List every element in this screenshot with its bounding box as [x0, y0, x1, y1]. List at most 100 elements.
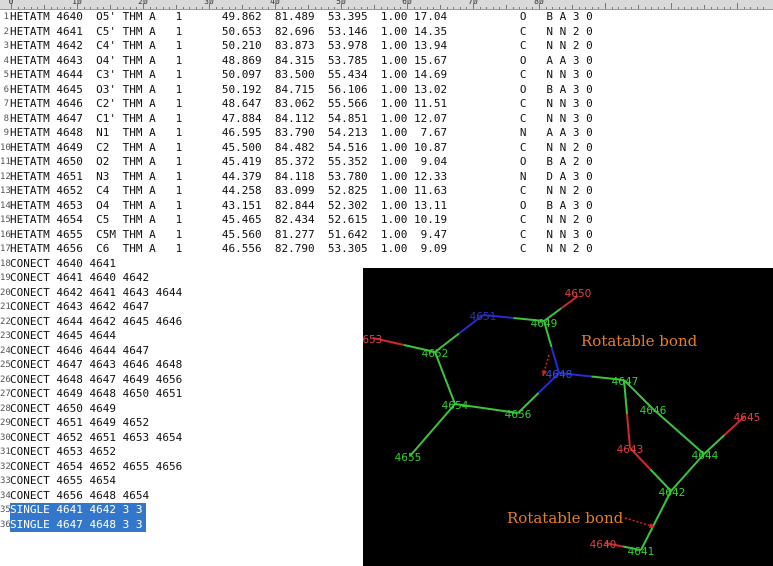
line-text[interactable]: HETATM 4656 C6 THM A 1 46.556 82.790 53.… [10, 242, 593, 255]
ruler-tick [420, 7, 422, 9]
text-line[interactable]: 24 CONECT 4646 4644 4647 [0, 344, 773, 359]
ruler-tick [195, 7, 197, 9]
text-line[interactable]: 30 CONECT 4652 4651 4653 4654 [0, 431, 773, 446]
ruler-tick [710, 7, 712, 9]
text-line[interactable]: 27 CONECT 4649 4648 4650 4651 [0, 387, 773, 402]
ruler-tick [605, 3, 606, 9]
line-text[interactable]: HETATM 4649 C2 THM A 1 45.500 84.482 54.… [10, 140, 593, 154]
line-text[interactable]: CONECT 4649 4648 4650 4651 [10, 387, 183, 400]
ruler-label: 20 [138, 0, 148, 6]
text-line[interactable]: 32 CONECT 4654 4652 4655 4656 [0, 460, 773, 475]
line-number: 11 [0, 157, 11, 167]
atom-label-4655: 4655 [395, 452, 422, 464]
text-line[interactable]: 22 CONECT 4644 4642 4645 4646 [0, 315, 773, 330]
line-text[interactable]: HETATM 4646 C2' THM A 1 48.647 83.062 55… [10, 97, 593, 110]
line-text[interactable]: CONECT 4650 4649 [10, 401, 116, 415]
ruler-tick [123, 7, 125, 9]
text-line[interactable]: 3 HETATM 4642 C4' THM A 1 50.210 83.873 5… [0, 39, 773, 54]
selected-line[interactable]: 35 SINGLE 4641 4642 3 3 [0, 503, 773, 518]
ruler-tick [400, 7, 402, 9]
line-text[interactable]: CONECT 4641 4640 4642 [10, 271, 150, 284]
text-line[interactable]: 11 HETATM 4650 O2 THM A 1 45.419 85.372 5… [0, 155, 773, 170]
text-line[interactable]: 14 HETATM 4653 O4 THM A 1 43.151 82.844 5… [0, 199, 773, 214]
ruler-tick [347, 7, 349, 9]
line-text[interactable]: CONECT 4651 4649 4652 [10, 416, 150, 429]
text-line[interactable]: 6 HETATM 4645 O3' THM A 1 50.192 84.715 5… [0, 83, 773, 98]
ruler-tick [77, 3, 78, 9]
molecule-viewer[interactable]: 4650 4651 4649 4653 4652 4648 4647 4646 4645 4654… [363, 268, 773, 566]
text-line[interactable]: 7 HETATM 4646 C2' THM A 1 48.647 83.062 5… [0, 97, 773, 112]
line-number: 22 [0, 316, 11, 327]
text-line[interactable]: 13 HETATM 4652 C4 THM A 1 44.258 83.099 5… [0, 184, 773, 199]
line-text[interactable]: CONECT 4652 4651 4653 4654 [10, 430, 183, 444]
line-text[interactable]: HETATM 4644 C3' THM A 1 50.097 83.500 55… [10, 68, 593, 81]
text-line[interactable]: 25 CONECT 4647 4643 4646 4648 [0, 358, 773, 373]
ruler-tick [176, 5, 177, 9]
line-text[interactable]: HETATM 4650 O2 THM A 1 45.419 85.372 55.… [10, 155, 593, 168]
text-line[interactable]: 12 HETATM 4651 N3 THM A 1 44.379 84.118 5… [0, 170, 773, 185]
ruler-tick [268, 7, 270, 9]
line-text[interactable]: HETATM 4651 N3 THM A 1 44.379 84.118 53.… [10, 169, 593, 183]
selected-line[interactable]: 36 SINGLE 4647 4648 3 3 [0, 517, 773, 532]
bond-segment [652, 408, 680, 433]
line-text[interactable]: HETATM 4648 N1 THM A 1 46.595 83.790 54.… [10, 126, 593, 139]
line-text[interactable]: HETATM 4640 O5' THM A 1 49.862 81.489 53… [10, 10, 593, 23]
text-line[interactable]: 26 CONECT 4648 4647 4649 4656 [0, 373, 773, 388]
text-line[interactable]: 9 HETATM 4648 N1 THM A 1 46.595 83.790 54… [0, 126, 773, 141]
line-text[interactable]: CONECT 4642 4641 4643 4644 [10, 285, 183, 299]
line-text[interactable]: HETATM 4645 O3' THM A 1 50.192 84.715 56… [10, 82, 593, 96]
text-line[interactable]: 33 CONECT 4655 4654 [0, 474, 773, 489]
line-text[interactable]: CONECT 4647 4643 4646 4648 [10, 358, 183, 371]
text-line[interactable]: 8 HETATM 4647 C1' THM A 1 47.884 84.112 5… [0, 112, 773, 127]
line-text[interactable]: SINGLE 4647 4648 3 3 [10, 517, 147, 532]
line-text[interactable]: CONECT 4656 4648 4654 [10, 488, 150, 502]
line-text[interactable]: HETATM 4647 C1' THM A 1 47.884 84.112 54… [10, 111, 593, 125]
text-line[interactable]: 23 CONECT 4645 4644 [0, 329, 773, 344]
ruler-tick [11, 3, 12, 9]
line-text[interactable]: CONECT 4654 4652 4655 4656 [10, 459, 183, 473]
text-line[interactable]: 20 CONECT 4642 4641 4643 4644 [0, 286, 773, 301]
text-line[interactable]: 31 CONECT 4653 4652 [0, 445, 773, 460]
ruler-tick [657, 7, 659, 9]
line-text[interactable]: HETATM 4653 O4 THM A 1 43.151 82.844 52.… [10, 198, 593, 212]
line-text[interactable]: CONECT 4648 4647 4649 4656 [10, 372, 183, 386]
line-text[interactable]: CONECT 4644 4642 4645 4646 [10, 314, 183, 328]
ruler-tick [737, 3, 738, 9]
text-line[interactable]: 16 HETATM 4655 C5M THM A 1 45.560 81.277 … [0, 228, 773, 243]
line-text[interactable]: HETATM 4643 O4' THM A 1 48.869 84.315 53… [10, 53, 593, 67]
bond-segment [434, 332, 460, 353]
bond-segment [604, 542, 624, 548]
line-text[interactable]: CONECT 4646 4644 4647 [10, 343, 150, 357]
text-line[interactable]: 4 HETATM 4643 O4' THM A 1 48.869 84.315 5… [0, 54, 773, 69]
text-line[interactable]: 29 CONECT 4651 4649 4652 [0, 416, 773, 431]
ruler-tick [717, 7, 719, 9]
line-text[interactable]: CONECT 4643 4642 4647 [10, 300, 150, 313]
ruler-tick [506, 5, 507, 9]
line-text[interactable]: SINGLE 4641 4642 3 3 [10, 503, 147, 518]
text-line[interactable]: 10 HETATM 4649 C2 THM A 1 45.500 84.482 5… [0, 141, 773, 156]
text-line[interactable]: 17 HETATM 4656 C6 THM A 1 46.556 82.790 5… [0, 242, 773, 257]
line-text[interactable]: HETATM 4641 C5' THM A 1 50.653 82.696 53… [10, 24, 593, 38]
line-text[interactable]: CONECT 4640 4641 [10, 256, 116, 270]
line-text[interactable]: HETATM 4652 C4 THM A 1 44.258 83.099 52.… [10, 184, 593, 197]
line-text[interactable]: HETATM 4654 C5 THM A 1 45.465 82.434 52.… [10, 213, 593, 226]
text-editor[interactable]: 1 HETATM 4640 O5' THM A 1 49.862 81.489 5… [0, 10, 773, 566]
ruler-tick [334, 7, 336, 9]
line-text[interactable]: CONECT 4645 4644 [10, 329, 116, 342]
text-line[interactable]: 1 HETATM 4640 O5' THM A 1 49.862 81.489 5… [0, 10, 773, 25]
text-line[interactable]: 18 CONECT 4640 4641 [0, 257, 773, 272]
text-line[interactable]: 5 HETATM 4644 C3' THM A 1 50.097 83.500 5… [0, 68, 773, 83]
line-text[interactable]: CONECT 4653 4652 [10, 445, 116, 458]
bond-segment [723, 415, 746, 436]
text-line[interactable]: 21 CONECT 4643 4642 4647 [0, 300, 773, 315]
line-number: 30 [0, 432, 11, 443]
text-line[interactable]: 34 CONECT 4656 4648 4654 [0, 489, 773, 504]
text-line[interactable]: 15 HETATM 4654 C5 THM A 1 45.465 82.434 5… [0, 213, 773, 228]
text-line[interactable]: 2 HETATM 4641 C5' THM A 1 50.653 82.696 5… [0, 25, 773, 40]
line-text[interactable]: HETATM 4655 C5M THM A 1 45.560 81.277 51… [10, 227, 593, 241]
text-line[interactable]: 28 CONECT 4650 4649 [0, 402, 773, 417]
text-line[interactable]: 19 CONECT 4641 4640 4642 [0, 271, 773, 286]
ruler-tick [466, 7, 468, 9]
line-text[interactable]: CONECT 4655 4654 [10, 474, 116, 487]
line-text[interactable]: HETATM 4642 C4' THM A 1 50.210 83.873 53… [10, 39, 593, 52]
